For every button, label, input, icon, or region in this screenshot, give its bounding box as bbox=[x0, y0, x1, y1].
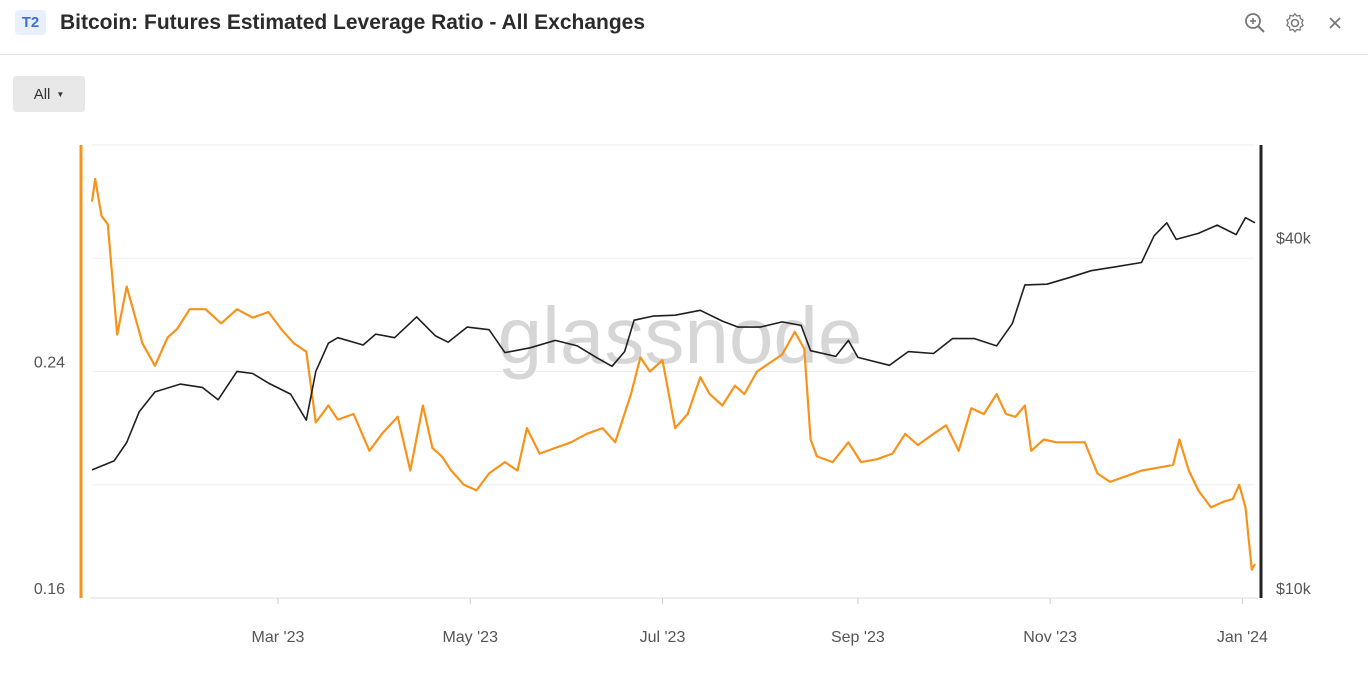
gear-icon[interactable] bbox=[1282, 10, 1308, 36]
zoom-icon[interactable] bbox=[1242, 10, 1268, 36]
chart-header: T2 Bitcoin: Futures Estimated Leverage R… bbox=[0, 0, 1368, 55]
watermark: glassnode bbox=[498, 291, 863, 380]
x-axis-tick-label: May '23 bbox=[442, 629, 498, 646]
close-icon[interactable] bbox=[1322, 10, 1348, 36]
right-axis-tick-label: $40k bbox=[1276, 231, 1312, 248]
left-axis-tick-label: 0.24 bbox=[34, 355, 65, 372]
header-icons bbox=[1242, 10, 1348, 36]
x-axis-tick-label: Jan '24 bbox=[1217, 629, 1268, 646]
x-axis-tick-label: Sep '23 bbox=[831, 629, 885, 646]
x-axis-tick-label: Mar '23 bbox=[252, 629, 305, 646]
btc-price-line bbox=[91, 216, 1256, 471]
grid-lines bbox=[92, 144, 1255, 486]
range-dropdown-label: All bbox=[33, 85, 51, 103]
leverage-ratio-line bbox=[90, 177, 1256, 571]
x-axis-tick-label: Jul '23 bbox=[640, 629, 686, 646]
ticks-layer: 0.24 0.16 $40k $10k Mar '23 May '23 Jul '23 Sep… bbox=[34, 231, 1312, 646]
page-title: Bitcoin: Futures Estimated Leverage Rati… bbox=[60, 11, 646, 34]
range-dropdown[interactable]: All ▼ bbox=[13, 76, 85, 112]
left-axis-tick-label: 0.16 bbox=[34, 581, 65, 598]
tier-badge: T2 bbox=[15, 10, 46, 35]
x-axis-tick-label: Nov '23 bbox=[1023, 629, 1077, 646]
right-axis-tick-label: $10k bbox=[1276, 581, 1312, 598]
caret-down-icon: ▼ bbox=[56, 89, 65, 99]
series-layer bbox=[90, 177, 1256, 571]
